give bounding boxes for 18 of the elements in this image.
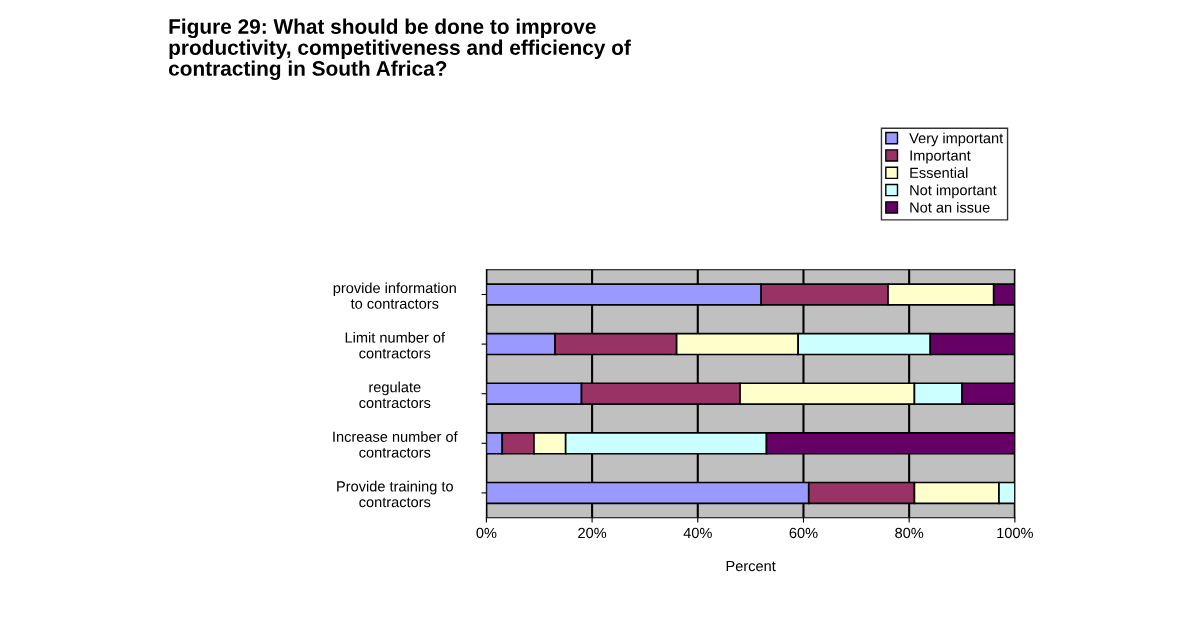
x-tick-label: 100% (997, 527, 1033, 539)
y-tick-label: Limit number of contractors (345, 332, 446, 359)
legend-label: Not an issue (910, 201, 990, 213)
x-tick-label: 0% (476, 527, 497, 539)
x-axis-title: Percent (726, 561, 776, 572)
y-tick-label: Provide training to contractors (337, 480, 453, 508)
legend-label: Important (910, 150, 971, 164)
y-tick-label: regulate contractors (359, 381, 431, 409)
x-tick-label: 40% (683, 527, 712, 539)
y-tick-label: Increase number of contractors (333, 431, 458, 458)
x-tick-label: 80% (895, 527, 924, 539)
legend-label: Very important (909, 132, 1004, 147)
chart-title: Figure 29: What should be done to improve productivity, competitiveness and efficiency of contracting in South Africa? (168, 18, 631, 81)
x-tick-label: 20% (578, 527, 607, 539)
y-tick-label: provide information to contractors (333, 282, 456, 309)
x-tick-label: 60% (789, 527, 818, 539)
legend-label: Essential (910, 167, 968, 178)
legend-label: Not important (910, 184, 997, 199)
